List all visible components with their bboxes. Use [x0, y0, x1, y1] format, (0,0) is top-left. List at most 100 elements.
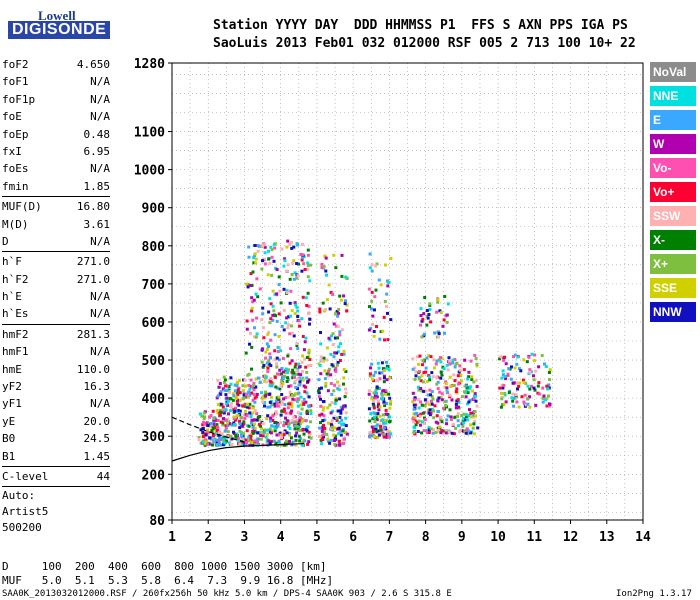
echo-point: [296, 347, 300, 351]
echo-point: [302, 348, 306, 352]
echo-point: [426, 316, 430, 320]
echo-point: [306, 253, 310, 257]
echo-point: [251, 399, 255, 402]
echo-point: [524, 381, 528, 385]
echo-point: [328, 307, 332, 311]
echo-point: [460, 414, 464, 417]
echo-point: [215, 429, 219, 432]
echo-point: [265, 439, 269, 443]
echo-point: [296, 423, 300, 427]
echo-point: [417, 419, 421, 423]
echo-point: [333, 442, 337, 446]
echo-point: [436, 300, 440, 304]
echo-point: [338, 359, 342, 362]
echo-point: [435, 376, 439, 380]
echo-point: [289, 411, 293, 415]
echo-point: [344, 424, 348, 428]
echo-point: [252, 261, 256, 265]
echo-point: [379, 419, 383, 423]
echo-point: [280, 436, 283, 439]
echo-point: [331, 343, 335, 347]
echo-point: [429, 411, 433, 415]
echo-point: [413, 377, 417, 381]
echo-point: [290, 370, 294, 374]
echo-point: [277, 358, 281, 362]
echo-point: [337, 427, 341, 430]
x-tick-labels: 1 2 3 4 5 6 7 8 9 10 11 12 13 14: [168, 520, 651, 545]
footer-muf-line: MUF 5.0 5.1 5.3 5.8 6.4 7.3 9.9 16.8 [MH…: [2, 574, 334, 587]
echo-point: [249, 412, 253, 416]
echo-point: [300, 407, 304, 411]
echo-point: [498, 357, 502, 361]
echo-point: [385, 401, 389, 405]
echo-point: [333, 383, 337, 387]
echo-point: [451, 358, 455, 362]
echo-point: [386, 338, 390, 342]
echo-point: [319, 342, 323, 346]
echo-point: [342, 441, 345, 445]
echo-point: [212, 420, 216, 424]
echo-point: [292, 259, 296, 263]
echo-point: [273, 246, 277, 250]
echo-point: [451, 361, 455, 365]
echo-point: [323, 254, 327, 258]
echo-point: [319, 331, 322, 334]
echo-point: [512, 355, 515, 359]
echo-point: [439, 311, 443, 315]
echo-point: [261, 434, 265, 438]
echo-point: [331, 292, 335, 296]
echo-point: [378, 423, 382, 427]
echo-point: [411, 357, 415, 361]
echo-point: [436, 380, 440, 384]
echo-point: [301, 428, 305, 432]
echo-point: [330, 363, 334, 367]
echo-point: [270, 402, 274, 406]
echo-point: [430, 390, 434, 393]
echo-point: [233, 389, 237, 393]
echo-point: [432, 358, 436, 362]
echo-point: [260, 267, 264, 271]
echo-point: [437, 330, 440, 334]
echo-point: [202, 421, 205, 424]
echo-point: [261, 244, 265, 247]
echo-point: [250, 418, 254, 422]
echo-point: [369, 430, 372, 434]
echo-point: [253, 326, 256, 330]
echo-point: [537, 365, 541, 369]
legend-item-vo-: Vo-: [650, 158, 696, 178]
echo-point: [301, 354, 305, 358]
echo-point: [456, 415, 459, 418]
echo-point: [329, 438, 333, 442]
echo-point: [294, 421, 298, 425]
param-value: 1.85: [83, 179, 111, 193]
echo-point: [267, 249, 270, 253]
echo-point: [330, 401, 334, 405]
echo-point: [381, 329, 385, 333]
echo-point: [444, 431, 448, 435]
echo-point: [228, 390, 231, 394]
echo-point: [503, 374, 507, 378]
echo-point: [285, 291, 289, 295]
echo-point: [377, 433, 381, 437]
echo-point: [424, 366, 428, 370]
echo-point: [263, 396, 267, 400]
echo-point: [380, 361, 384, 365]
param-name: fmin: [2, 179, 29, 193]
echo-point: [454, 390, 458, 394]
echo-point: [298, 428, 302, 432]
chart-grid: [171, 63, 644, 520]
echo-point: [429, 355, 433, 359]
echo-point: [309, 363, 313, 367]
echo-point: [435, 382, 439, 386]
echo-point: [464, 395, 468, 399]
echo-point: [246, 402, 249, 406]
echo-point: [211, 422, 215, 426]
echo-point: [371, 430, 375, 434]
echo-point: [296, 274, 300, 278]
echo-point: [290, 273, 294, 276]
echo-point: [238, 442, 242, 446]
echo-point: [421, 317, 425, 321]
echo-point: [288, 361, 292, 365]
echo-point: [330, 425, 334, 429]
echo-point: [519, 369, 523, 373]
